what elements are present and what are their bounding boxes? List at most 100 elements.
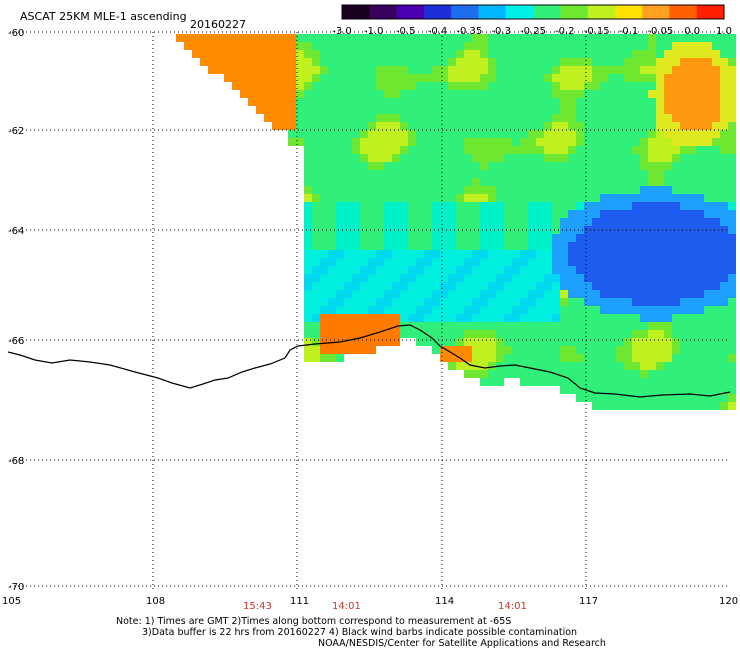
field-cell xyxy=(464,170,472,178)
field-cell xyxy=(592,58,600,66)
field-cell xyxy=(352,282,360,290)
field-cell xyxy=(520,266,528,274)
field-cell xyxy=(448,74,456,82)
field-cell xyxy=(392,226,400,234)
field-cell xyxy=(576,186,584,194)
field-cell xyxy=(584,66,592,74)
field-cell xyxy=(640,274,648,282)
field-cell xyxy=(512,178,520,186)
field-cell xyxy=(720,58,728,66)
field-cell xyxy=(600,258,608,266)
field-cell xyxy=(520,370,528,378)
field-cell xyxy=(696,162,704,170)
field-cell xyxy=(712,74,720,82)
field-cell xyxy=(656,322,664,330)
field-cell xyxy=(528,90,536,98)
field-cell xyxy=(552,42,560,50)
field-cell xyxy=(312,58,320,66)
field-cell xyxy=(344,82,352,90)
field-cell xyxy=(328,210,336,218)
field-cell xyxy=(648,402,656,410)
field-cell xyxy=(704,362,712,370)
field-cell xyxy=(592,170,600,178)
field-cell xyxy=(496,266,504,274)
field-cell xyxy=(672,314,680,322)
field-cell xyxy=(456,362,464,370)
field-cell xyxy=(568,258,576,266)
field-cell xyxy=(568,290,576,298)
field-cell xyxy=(352,266,360,274)
field-cell xyxy=(416,322,424,330)
field-cell xyxy=(544,90,552,98)
field-cell xyxy=(448,314,456,322)
field-cell xyxy=(664,314,672,322)
field-cell xyxy=(536,50,544,58)
field-cell xyxy=(584,298,592,306)
field-cell xyxy=(576,42,584,50)
field-cell xyxy=(592,370,600,378)
field-cell xyxy=(720,66,728,74)
footnote-line-2: 3)Data buffer is 22 hrs from 20160227 4)… xyxy=(142,627,578,638)
field-cell xyxy=(352,90,360,98)
colorbar-swatch xyxy=(451,5,479,19)
field-cell xyxy=(528,114,536,122)
field-cell xyxy=(632,186,640,194)
field-cell xyxy=(664,178,672,186)
field-cell xyxy=(368,298,376,306)
field-cell xyxy=(664,34,672,42)
field-cell xyxy=(200,58,208,66)
field-cell xyxy=(464,66,472,74)
field-cell xyxy=(728,258,736,266)
field-cell xyxy=(608,378,616,386)
field-cell xyxy=(704,98,712,106)
field-cell xyxy=(712,186,720,194)
field-cell xyxy=(576,218,584,226)
field-cell xyxy=(680,82,688,90)
field-cell xyxy=(416,210,424,218)
field-cell xyxy=(408,106,416,114)
field-cell xyxy=(496,226,504,234)
field-cell xyxy=(368,146,376,154)
field-cell xyxy=(320,202,328,210)
field-cell xyxy=(456,314,464,322)
field-cell xyxy=(640,322,648,330)
field-cell xyxy=(616,106,624,114)
field-cell xyxy=(640,170,648,178)
field-cell xyxy=(504,130,512,138)
field-cell xyxy=(304,242,312,250)
field-cell xyxy=(384,314,392,322)
field-cell xyxy=(352,66,360,74)
field-cell xyxy=(296,106,304,114)
field-cell xyxy=(624,90,632,98)
field-cell xyxy=(480,178,488,186)
field-cell xyxy=(352,346,360,354)
field-cell xyxy=(312,346,320,354)
field-cell xyxy=(664,98,672,106)
field-cell xyxy=(728,330,736,338)
field-cell xyxy=(408,90,416,98)
field-cell xyxy=(592,362,600,370)
field-cell xyxy=(352,242,360,250)
field-cell xyxy=(520,186,528,194)
field-cell xyxy=(472,250,480,258)
field-cell xyxy=(480,218,488,226)
field-cell xyxy=(608,250,616,258)
field-cell xyxy=(272,74,280,82)
field-cell xyxy=(448,242,456,250)
field-cell xyxy=(720,170,728,178)
field-cell xyxy=(440,82,448,90)
field-cell xyxy=(496,170,504,178)
field-cell xyxy=(584,122,592,130)
field-cell xyxy=(632,122,640,130)
field-cell xyxy=(568,114,576,122)
field-cell xyxy=(528,330,536,338)
field-cell xyxy=(336,186,344,194)
field-cell xyxy=(320,74,328,82)
field-cell xyxy=(256,82,264,90)
field-cell xyxy=(552,274,560,282)
field-cell xyxy=(384,266,392,274)
field-cell xyxy=(408,226,416,234)
field-cell xyxy=(472,210,480,218)
field-cell xyxy=(664,122,672,130)
field-cell xyxy=(688,370,696,378)
